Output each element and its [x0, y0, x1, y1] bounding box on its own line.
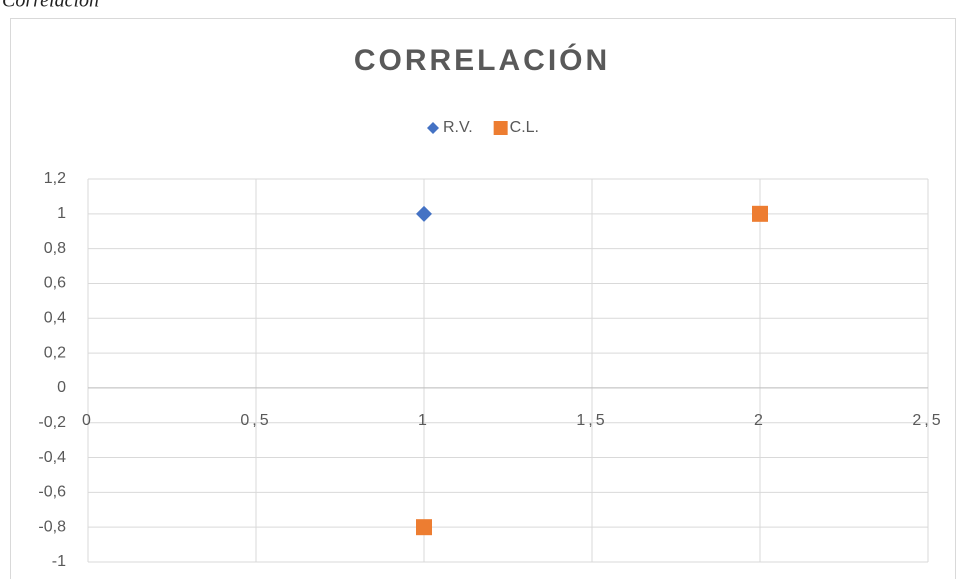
- y-tick-label: 0: [57, 379, 66, 396]
- y-tick-label: 0,4: [44, 309, 66, 326]
- legend-label: R.V.: [443, 119, 473, 136]
- y-tick-label: -0,8: [38, 518, 66, 535]
- chart-title: CORRELACIÓN: [354, 43, 610, 77]
- y-tick-label: 0,2: [44, 344, 66, 361]
- legend-label: C.L.: [510, 119, 539, 136]
- y-tick-label: 0,8: [44, 240, 66, 257]
- x-tick-label: 2: [754, 412, 766, 429]
- y-tick-label: 0,6: [44, 275, 66, 292]
- y-tick-label: 1,2: [44, 170, 66, 187]
- x-tick-label: 1,5: [576, 412, 607, 429]
- chart-border: [10, 18, 956, 579]
- point: [416, 205, 432, 222]
- legend-marker: [493, 121, 508, 135]
- caption: Correlación: [2, 0, 99, 12]
- y-tick-label: -0,4: [38, 449, 66, 466]
- legend-marker: [427, 122, 439, 134]
- y-tick-label: -0,2: [38, 414, 66, 431]
- y-tick-label: -0,6: [38, 484, 66, 501]
- y-tick-label: -1: [52, 553, 66, 570]
- x-tick-label: 2,5: [912, 412, 943, 429]
- x-tick-label: 0,5: [240, 412, 271, 429]
- point: [752, 205, 768, 222]
- y-tick-label: 1: [57, 205, 66, 222]
- x-tick-label: 0: [82, 412, 94, 429]
- point: [416, 519, 432, 536]
- x-tick-label: 1: [418, 412, 430, 429]
